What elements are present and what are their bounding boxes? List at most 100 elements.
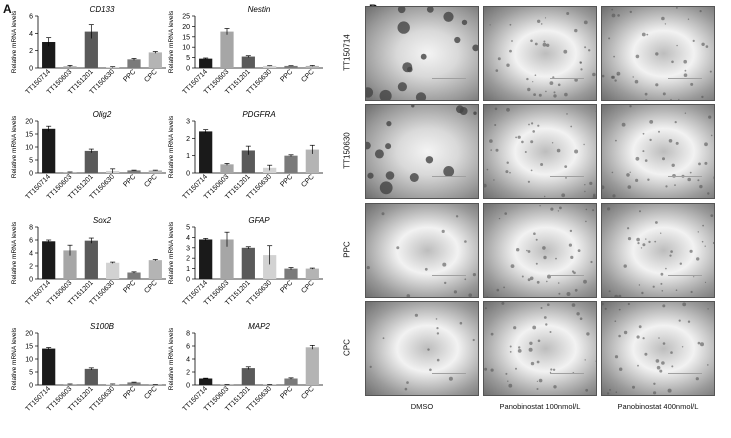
cell-sphere xyxy=(699,10,702,13)
cell-sphere xyxy=(571,303,576,307)
cell-sphere xyxy=(494,107,498,111)
cell-sphere xyxy=(550,368,553,371)
chart-title: PDGFRA xyxy=(242,110,275,119)
cell-sphere xyxy=(642,243,646,247)
cell-sphere xyxy=(634,79,639,84)
cell-sphere xyxy=(493,179,495,181)
cell-sphere xyxy=(455,215,459,218)
scale-bar xyxy=(432,373,466,374)
cell-sphere xyxy=(490,332,494,336)
column-label-1: Panobinostat 100nmol/L xyxy=(499,402,581,411)
scale-bar xyxy=(432,78,466,79)
cell-sphere xyxy=(429,368,432,372)
cell-sphere xyxy=(710,214,714,217)
bar-ppc xyxy=(127,272,141,279)
micrograph-tt150714-0 xyxy=(365,6,479,101)
cell-sphere xyxy=(542,246,546,250)
cell-sphere xyxy=(579,317,583,320)
cell-sphere xyxy=(506,161,509,164)
cell-sphere xyxy=(442,262,447,267)
cell-sphere xyxy=(660,232,662,234)
bar-tt150714 xyxy=(199,131,213,173)
cell-sphere xyxy=(472,273,476,277)
y-axis-label: Relative mRNA levels xyxy=(168,221,175,284)
cell-sphere xyxy=(671,60,674,64)
cell-sphere xyxy=(661,290,664,292)
cell-spheres xyxy=(486,205,595,297)
cell-sphere xyxy=(592,209,595,212)
cell-sphere xyxy=(486,168,489,171)
cell-sphere xyxy=(484,183,487,188)
cell-sphere xyxy=(406,381,409,384)
cell-sphere xyxy=(443,166,455,177)
panel-b-micrographs: TT150714 TT150630 PPC CPC DMSO Panobinostat 1… xyxy=(340,0,731,438)
bar-cpc xyxy=(305,65,319,68)
bar-tt151201 xyxy=(241,150,255,173)
cell-sphere xyxy=(530,361,535,366)
bar-cpc xyxy=(148,52,162,68)
cell-sphere xyxy=(545,323,548,326)
micrograph-tt150630-2 xyxy=(601,104,715,199)
cell-sphere xyxy=(710,134,713,137)
cell-sphere xyxy=(574,28,578,33)
cell-sphere xyxy=(409,173,419,182)
chart-title: Nestin xyxy=(248,5,271,14)
chart-title: Sox2 xyxy=(93,216,112,225)
chart-title: CD133 xyxy=(90,5,115,14)
row-label-ppc: PPC xyxy=(342,240,352,258)
cell-sphere xyxy=(644,92,648,96)
cell-sphere xyxy=(580,68,583,71)
cell-sphere xyxy=(669,254,672,257)
cell-sphere xyxy=(637,364,639,367)
cell-sphere xyxy=(382,337,385,340)
cell-sphere xyxy=(506,63,510,67)
cell-sphere xyxy=(530,169,533,172)
cell-sphere xyxy=(542,42,547,47)
x-tick-label: CPC xyxy=(143,385,158,400)
cell-sphere xyxy=(549,81,554,85)
cell-sphere xyxy=(614,355,619,359)
cell-sphere xyxy=(585,220,587,223)
cell-sphere xyxy=(662,92,666,96)
cell-sphere xyxy=(366,141,371,150)
cell-sphere xyxy=(647,178,650,181)
cell-sphere xyxy=(638,325,642,329)
cell-sphere xyxy=(521,275,524,278)
cell-sphere xyxy=(574,78,578,82)
cell-spheres xyxy=(366,212,476,297)
cell-sphere xyxy=(386,121,392,127)
cell-sphere xyxy=(602,185,605,190)
cell-sphere xyxy=(609,389,611,391)
bar-ppc xyxy=(284,378,298,385)
cell-sphere xyxy=(366,87,374,98)
column-label-2: Panobinostat 400nmol/L xyxy=(617,402,699,411)
cell-sphere xyxy=(537,124,540,127)
cell-sphere xyxy=(649,138,652,142)
cell-sphere xyxy=(532,130,535,133)
y-tick-label: 0 xyxy=(29,171,33,178)
cell-sphere xyxy=(602,302,604,306)
cell-sphere xyxy=(701,95,704,99)
y-tick-label: 20 xyxy=(25,331,33,338)
cell-sphere xyxy=(436,358,440,362)
cell-spheres xyxy=(366,105,477,195)
bar-tt150630 xyxy=(263,255,277,279)
cell-sphere xyxy=(671,365,674,368)
cell-sphere xyxy=(618,308,621,311)
y-tick-label: 5 xyxy=(186,55,190,62)
cell-sphere xyxy=(641,291,644,295)
cell-sphere xyxy=(505,170,509,174)
cell-sphere xyxy=(687,177,691,182)
bar-tt150603 xyxy=(63,250,77,279)
cell-sphere xyxy=(570,125,573,128)
cell-sphere xyxy=(632,385,635,389)
cell-sphere xyxy=(420,53,427,60)
cell-sphere xyxy=(484,307,487,310)
cell-sphere xyxy=(555,257,557,260)
